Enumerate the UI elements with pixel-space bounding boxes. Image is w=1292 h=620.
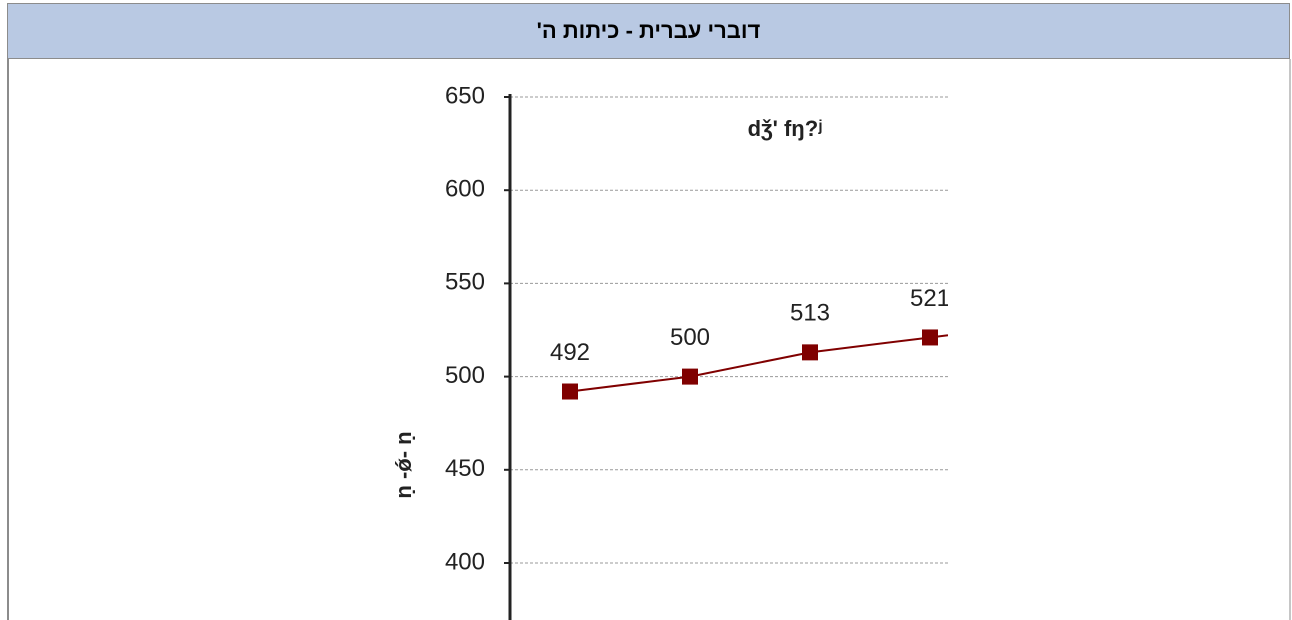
marker	[682, 368, 698, 385]
header-title: דוברי עברית - כיתות ה'	[7, 3, 1290, 59]
marker	[922, 329, 938, 346]
marker	[562, 383, 578, 400]
data-label: 521	[910, 285, 950, 312]
y-tick-label: 650	[445, 82, 485, 109]
y-tick-label: 550	[445, 269, 485, 296]
y-tick-label: 450	[445, 455, 485, 482]
data-label: 492	[550, 339, 590, 366]
data-label: 513	[790, 300, 830, 327]
annotation: dǯ' fŋ?ʲ	[748, 116, 823, 141]
y-tick-label: 400	[445, 548, 485, 575]
plot-area: 492 500 513 521	[510, 96, 950, 564]
data-label: 500	[670, 324, 710, 351]
y-tick-label: 500	[445, 362, 485, 389]
marker	[802, 344, 818, 361]
y-tick-label: 600	[445, 176, 485, 203]
y-axis-label: ṇ -ǿ- ṇ	[391, 431, 416, 498]
